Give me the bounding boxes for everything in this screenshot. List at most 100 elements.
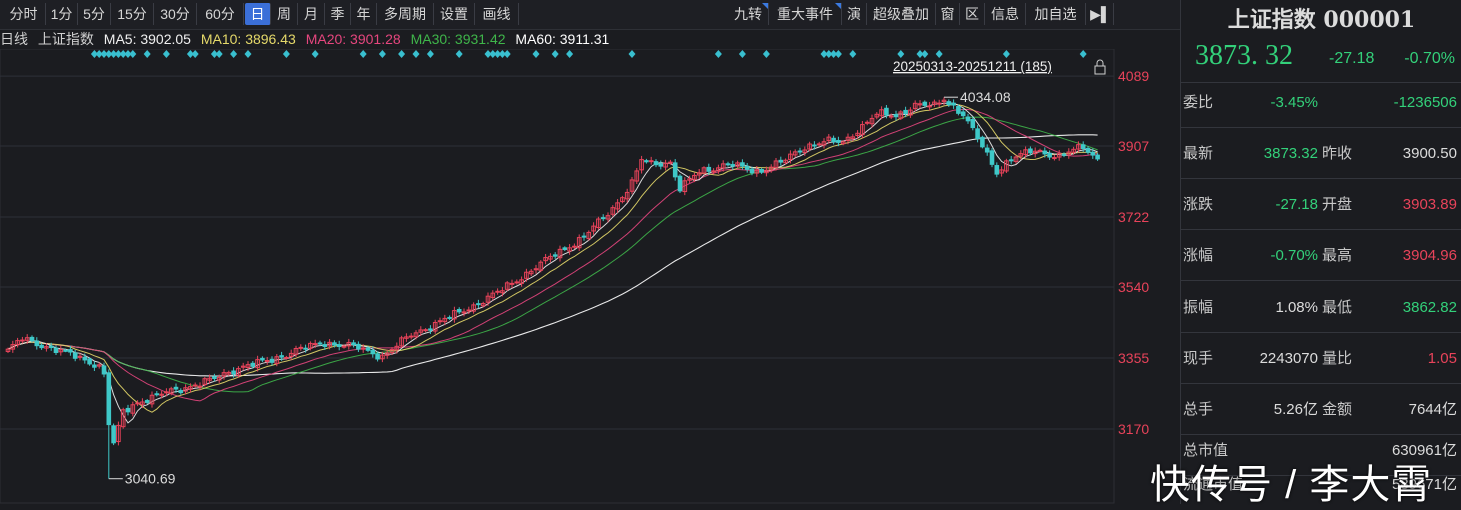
candle-body [413,332,419,338]
toolbar-button-15[interactable]: 重大事件 [769,3,842,25]
quote-row: 涨跌 -27.18 开盘 3903.89 [1181,194,1461,216]
event-marker-icon [378,50,386,58]
candle-body [135,402,140,405]
quote-row: 最新 3873.32 昨收 3900.50 [1181,143,1461,165]
period-toolbar: 分时 1分 5分 15分 30分 60分日周月季年多周期 设置 画线 九转 重大事件演超级叠加窗区… [0,0,1180,30]
candle-body [332,342,337,346]
candle-body [557,248,563,259]
candle-body [44,346,49,349]
candle-body [874,113,880,118]
candle-body [615,202,620,210]
candle-body [236,368,241,376]
event-marker-icon [935,50,943,58]
toolbar-button-22[interactable]: ▶▌ [1088,3,1114,25]
candle-body [490,292,496,299]
candle-body [884,107,889,116]
candle-body [178,390,184,394]
toolbar-button-10[interactable]: 年 [351,3,377,25]
toolbar-button-3[interactable]: 15分 [111,3,154,25]
kline-chart[interactable]: 4089 3907 3722 3540 3355 3170 20250313-2025121… [0,49,1180,504]
candle-body [1023,149,1028,156]
candle-body [221,372,227,377]
event-marker-icon [110,50,118,58]
candle-body [207,377,212,381]
toolbar-button-5[interactable]: 60分 [197,3,244,25]
toolbar-button-11[interactable]: 多周期 [377,3,434,25]
event-marker-icon [921,50,929,58]
toolbar-button-18[interactable]: 窗 [936,3,960,25]
candle-body [562,247,568,250]
row-label: 涨幅 [1183,247,1214,264]
toolbar-button-14[interactable]: 九转 [728,3,769,25]
candle-body [946,101,952,106]
event-marker-icon [244,50,252,58]
candle-body [260,357,265,361]
y-tick-label: 4089 [1118,68,1149,84]
candle-body [533,268,539,271]
candle-body [255,359,260,369]
candle-body [956,105,961,114]
toolbar-button-17[interactable]: 超级叠加 [867,3,936,25]
candle-body [826,136,832,142]
toolbar-button-4[interactable]: 30分 [154,3,197,25]
candle-body [173,386,179,390]
event-marker-icon [412,50,420,58]
toolbar-button-8[interactable]: 月 [298,3,325,25]
candle-body [989,150,995,165]
candle-body [1061,153,1067,156]
panel-divider [1181,127,1461,128]
toolbar-button-12[interactable]: 设置 [434,3,475,25]
toolbar-button-0[interactable]: 分时 [2,3,46,25]
toolbar-button-2[interactable]: 5分 [78,3,111,25]
candle-body [144,400,150,403]
toolbar-button-20[interactable]: 信息 [985,3,1026,25]
candle-body [773,160,779,169]
candle-body [1090,151,1096,156]
candle-body [855,132,860,137]
candle-body [528,270,534,275]
candle-body [154,393,160,396]
row-label: 总手 [1183,401,1214,418]
quote-row: 委比 -3.45% -1236506 [1181,92,1461,114]
candle-body [380,354,385,360]
event-marker-icon [628,50,636,58]
panel-divider [1181,82,1461,83]
row-label: 最新 [1183,145,1214,162]
toolbar-button-21[interactable]: 加自选 [1026,3,1086,25]
quote-row: 总手 5.26亿 金额 7644亿 [1181,399,1461,421]
candle-body [778,159,784,163]
event-marker-icon [455,50,463,58]
candle-body [264,359,270,362]
candle-body [394,345,400,351]
candle-body [466,309,472,312]
toolbar-button-19[interactable]: 区 [960,3,985,25]
candle-body [10,344,16,350]
event-marker-icon [714,50,722,58]
event-marker-icon [282,50,290,58]
candle-body [999,169,1004,174]
toolbar-button-13[interactable]: 画线 [475,3,519,25]
row-label: 涨跌 [1183,196,1214,213]
panel-divider [1181,332,1461,333]
candle-body [586,231,592,240]
candle-body [893,114,899,118]
candle-body [677,175,683,192]
candle-body [87,358,92,365]
candle-body [231,370,236,375]
toolbar-button-1[interactable]: 1分 [46,3,78,25]
candle-body [572,245,577,248]
row-value: 2243070 [1259,350,1318,367]
candle-body [418,329,424,333]
toolbar-button-9[interactable]: 季 [325,3,351,25]
event-marker-icon [551,50,559,58]
candle-body [634,170,640,182]
toolbar-button-6[interactable]: 日 [245,3,271,25]
row-label-2: 开盘 [1322,196,1353,213]
candle-body [1085,147,1091,153]
toolbar-button-16[interactable]: 演 [842,3,867,25]
event-marker-icon [186,50,194,58]
candle-body [711,170,716,173]
candle-body [116,424,121,443]
candle-body [538,261,544,271]
toolbar-button-7[interactable]: 周 [271,3,298,25]
